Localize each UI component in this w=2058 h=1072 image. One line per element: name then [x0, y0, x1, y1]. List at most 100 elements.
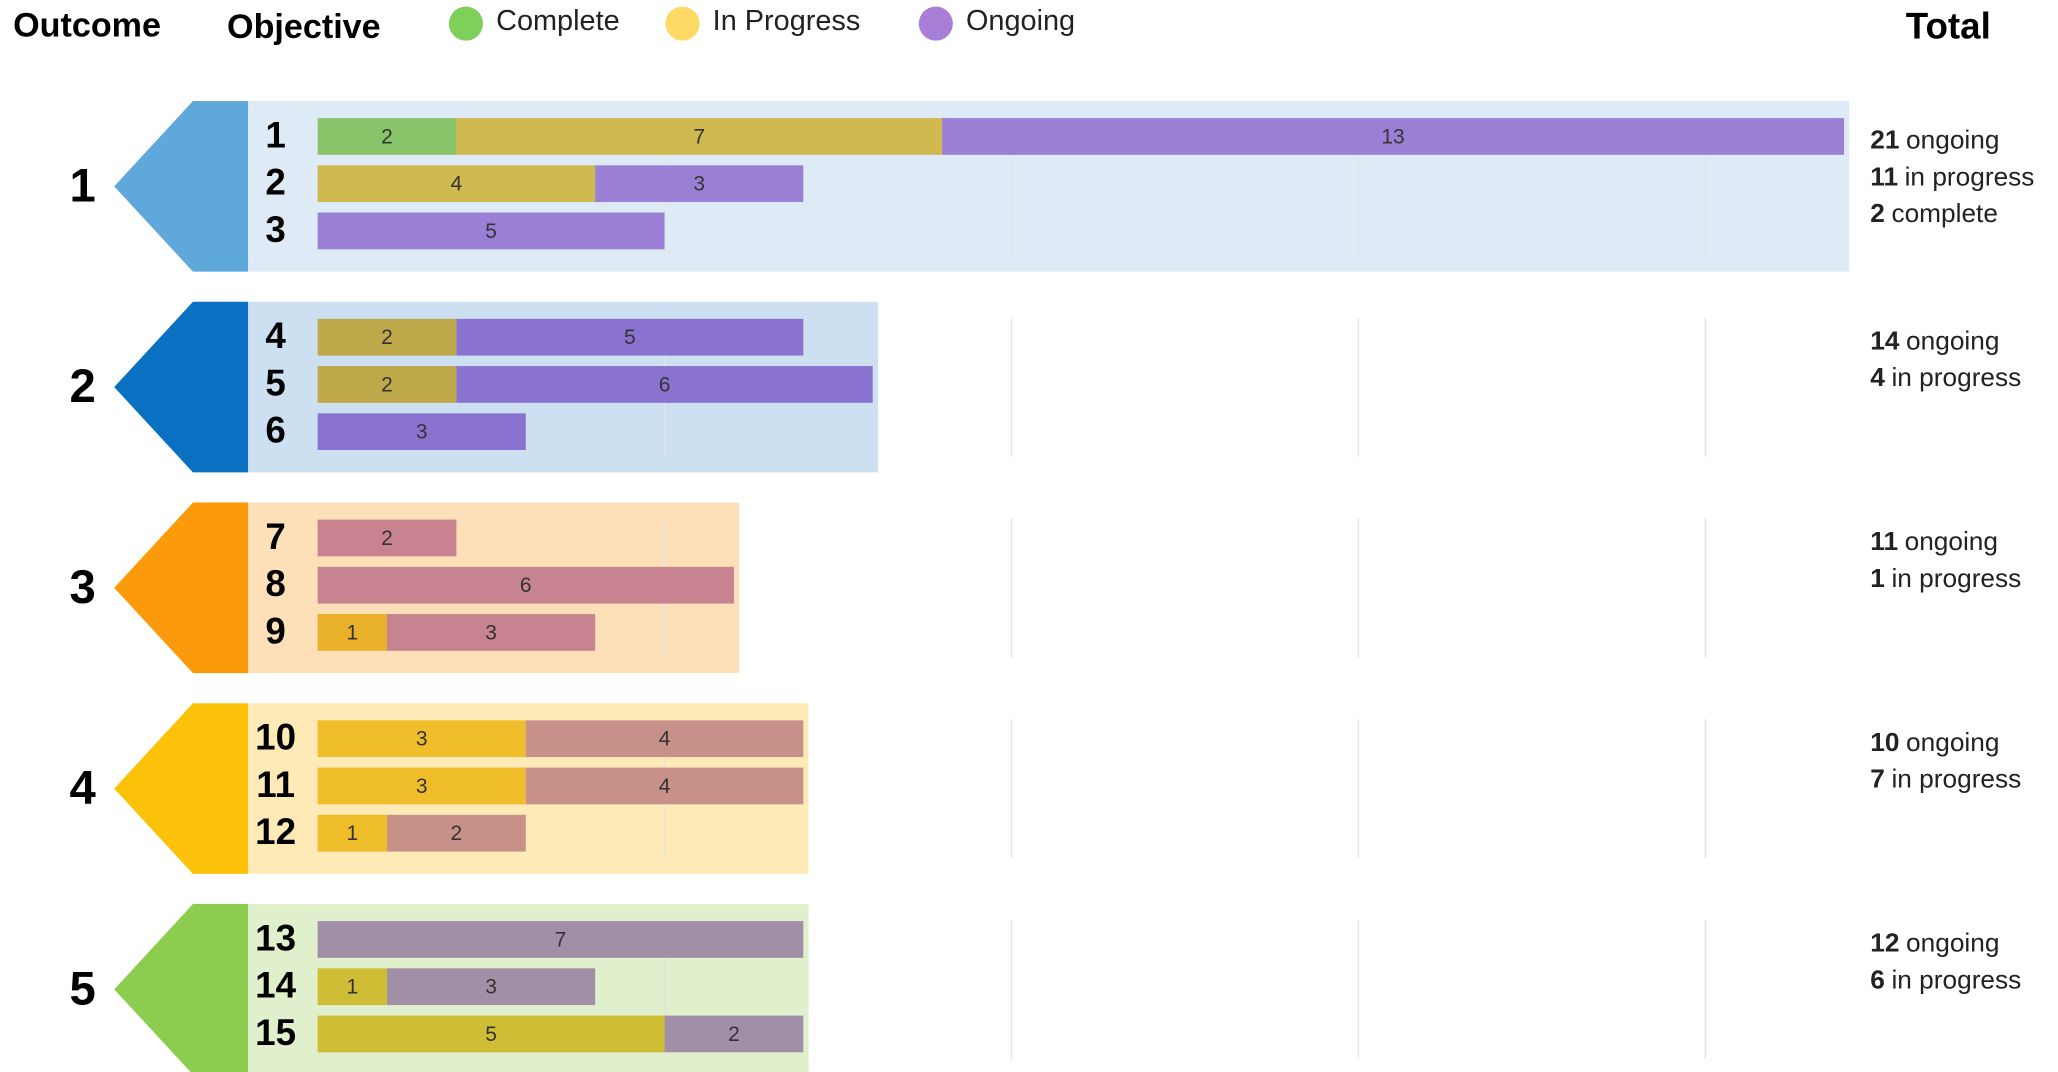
- outcome-arrow: [114, 703, 249, 874]
- objective-label: 10: [255, 717, 296, 758]
- total-value: 2: [1870, 198, 1885, 228]
- total-text: in progress: [1891, 563, 2021, 593]
- total-value: 11: [1870, 526, 1898, 556]
- bar-segment: [387, 614, 596, 651]
- segment-label: 2: [381, 326, 393, 349]
- legend-dot: [665, 6, 700, 41]
- legend-dot: [918, 6, 953, 41]
- objective-label: 15: [255, 1012, 296, 1053]
- objective-label: 5: [265, 362, 285, 403]
- objective-label: 14: [255, 965, 296, 1006]
- segment-label: 2: [381, 527, 393, 550]
- segment-label: 3: [416, 775, 428, 798]
- outcome-label: 4: [70, 762, 97, 815]
- total-text: in progress: [1891, 362, 2021, 392]
- segment-label: 7: [555, 928, 567, 951]
- bar-segment: [317, 118, 457, 155]
- total-value: 1: [1870, 563, 1885, 593]
- outcome-arrow: [114, 101, 249, 272]
- bar-segment: [317, 614, 388, 651]
- bar-segment: [317, 212, 665, 250]
- total-value: 14: [1870, 325, 1900, 355]
- legend-label: Ongoing: [966, 5, 1075, 37]
- total-line: 14 ongoing: [1870, 325, 1999, 355]
- segment-label: 5: [624, 326, 636, 349]
- bar-segment: [317, 767, 526, 805]
- objective-label: 1: [265, 114, 285, 155]
- total-line: 21 ongoing: [1870, 125, 1999, 155]
- segment-label: 2: [381, 373, 393, 396]
- total-line: 12 ongoing: [1870, 928, 1999, 958]
- bar-segment: [317, 165, 596, 203]
- bar-segment: [456, 118, 943, 155]
- total-line: 6 in progress: [1870, 964, 2021, 994]
- bar-segment: [317, 366, 457, 403]
- bar-segment: [317, 519, 457, 557]
- outcome-label: 1: [70, 159, 96, 212]
- objective-header: Objective: [227, 8, 381, 46]
- objective-label: 4: [265, 315, 286, 356]
- bar-segment: [317, 1015, 665, 1053]
- total-line: 4 in progress: [1870, 362, 2021, 392]
- objective-label: 7: [265, 516, 285, 557]
- bar-segment: [317, 921, 804, 958]
- outcome-arrow: [114, 301, 249, 473]
- bar-segment: [387, 814, 526, 852]
- bar-segment: [456, 366, 873, 403]
- outcome-arrow: [114, 502, 249, 674]
- outcome-header: Outcome: [13, 7, 161, 45]
- total-text: ongoing: [1906, 928, 1999, 958]
- total-line: 11 ongoing: [1870, 526, 1998, 556]
- legend-label: In Progress: [713, 5, 861, 37]
- total-value: 7: [1870, 764, 1885, 794]
- segment-label: 2: [381, 125, 393, 148]
- outcome-label: 2: [70, 360, 96, 413]
- total-header: Total: [1906, 6, 1991, 47]
- outcome-label: 3: [70, 561, 96, 614]
- objective-label: 12: [255, 811, 296, 852]
- segment-label: 4: [659, 728, 671, 751]
- total-line: 11 in progress: [1870, 161, 2034, 191]
- objective-label: 11: [256, 764, 295, 805]
- segment-label: 2: [728, 1023, 740, 1046]
- total-line: 7 in progress: [1870, 764, 2021, 794]
- segment-label: 1: [346, 621, 358, 644]
- segment-label: 3: [416, 421, 428, 444]
- segment-label: 5: [485, 1023, 497, 1046]
- total-text: in progress: [1905, 161, 2035, 191]
- objective-label: 13: [255, 917, 296, 958]
- total-text: ongoing: [1905, 526, 1998, 556]
- total-value: 6: [1870, 964, 1885, 994]
- total-text: in progress: [1891, 964, 2021, 994]
- segment-label: 5: [485, 220, 497, 243]
- objective-label: 6: [265, 410, 285, 451]
- bar-segment: [664, 1015, 804, 1053]
- segment-label: 4: [659, 775, 671, 798]
- bar-segment: [317, 566, 734, 604]
- objective-label: 9: [265, 610, 285, 651]
- legend-dot: [448, 6, 483, 41]
- total-value: 21: [1870, 125, 1899, 155]
- total-text: ongoing: [1906, 325, 1999, 355]
- segment-label: 3: [693, 173, 705, 196]
- bar-segment: [317, 318, 457, 356]
- segment-label: 6: [659, 373, 671, 396]
- bar-segment: [317, 720, 526, 758]
- bar-segment: [456, 318, 804, 356]
- total-value: 12: [1870, 928, 1899, 958]
- bar-segment: [317, 413, 526, 451]
- segment-label: 3: [485, 621, 497, 644]
- outcome-label: 5: [70, 962, 96, 1015]
- bar-segment: [317, 968, 388, 1006]
- segment-label: 1: [346, 976, 358, 999]
- objective-label: 8: [265, 563, 285, 604]
- total-line: 10 ongoing: [1870, 727, 1999, 757]
- total-text: ongoing: [1906, 125, 1999, 155]
- bar-segment: [942, 118, 1845, 155]
- segment-label: 3: [416, 728, 428, 751]
- total-text: in progress: [1891, 764, 2021, 794]
- bar-segment: [525, 720, 804, 758]
- segment-label: 6: [520, 574, 532, 597]
- total-text: complete: [1891, 198, 1997, 228]
